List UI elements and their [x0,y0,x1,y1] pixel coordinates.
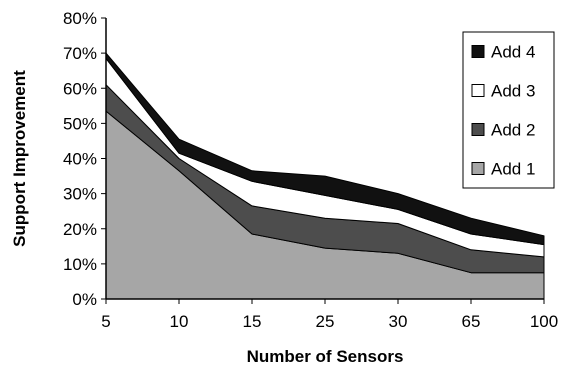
legend-label: Add 1 [491,160,535,179]
y-tick-label: 50% [63,114,97,133]
area-series-4 [105,52,545,246]
y-tick-label: 0% [72,290,97,309]
y-tick-label: 20% [63,220,97,239]
y-tick-label: 60% [63,79,97,98]
x-tick-label: 25 [316,312,335,331]
x-tick-labels: 5 10 15 25 30 65 100 [101,299,558,331]
x-tick-label: 15 [243,312,262,331]
legend: Add 4 Add 3 Add 2 Add 1 [462,31,555,189]
y-tick-label: 80% [63,9,97,28]
legend-label: Add 4 [491,43,535,62]
x-tick-label: 100 [530,312,558,331]
x-tick-label: 65 [462,312,481,331]
legend-swatch [471,162,485,175]
legend-swatch [471,123,485,136]
x-axis-title: Number of Sensors [247,347,404,366]
legend-swatch [471,45,485,58]
x-tick-label: 10 [170,312,189,331]
legend-label: Add 2 [491,121,535,140]
x-tick-label: 5 [101,312,110,331]
y-tick-label: 40% [63,150,97,169]
x-tick-label: 30 [389,312,408,331]
y-axis-title: Support Improvement [10,70,29,247]
legend-label: Add 3 [491,82,535,101]
legend-swatch [471,84,485,97]
y-tick-label: 10% [63,255,97,274]
y-tick-label: 70% [63,44,97,63]
plot-area [105,52,545,300]
y-tick-labels: 0% 10% 20% 30% 40% 50% 60% 70% 80% [63,9,106,309]
y-tick-label: 30% [63,185,97,204]
